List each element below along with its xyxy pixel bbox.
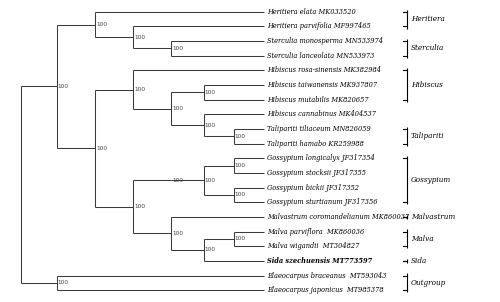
Text: Talipariti tiliaceum MN826059: Talipariti tiliaceum MN826059 xyxy=(268,125,371,133)
Text: 100: 100 xyxy=(205,247,216,252)
Text: 100: 100 xyxy=(134,204,145,209)
Text: 100: 100 xyxy=(205,90,216,95)
Text: Heritiera elata MK033520: Heritiera elata MK033520 xyxy=(268,8,356,16)
Text: 100: 100 xyxy=(235,236,246,241)
Text: 100: 100 xyxy=(235,163,246,168)
Text: Sterculia lanceolata MN533973: Sterculia lanceolata MN533973 xyxy=(268,52,375,60)
Text: Heritiera: Heritiera xyxy=(411,15,445,23)
Text: 100: 100 xyxy=(172,106,184,111)
Text: Outgroup: Outgroup xyxy=(411,279,446,287)
Text: Gossypium stocksii JF317355: Gossypium stocksii JF317355 xyxy=(268,169,366,177)
Text: 100: 100 xyxy=(172,231,184,236)
Text: Sida: Sida xyxy=(411,257,428,265)
Text: Sida szechuensis MT773597: Sida szechuensis MT773597 xyxy=(268,257,372,265)
Text: Hibiscus mutabilis MK820657: Hibiscus mutabilis MK820657 xyxy=(268,96,369,104)
Text: Malva wigandii  MT304827: Malva wigandii MT304827 xyxy=(268,242,360,250)
Text: 100: 100 xyxy=(96,22,107,27)
Text: Hibiscus rosa-sinensis MK382984: Hibiscus rosa-sinensis MK382984 xyxy=(268,66,382,74)
Text: Malvastrum coromandelianum MK860037: Malvastrum coromandelianum MK860037 xyxy=(268,213,410,221)
Text: Hibiscus cannabinus MK404537: Hibiscus cannabinus MK404537 xyxy=(268,110,376,118)
Text: Sterculia monosperma MN533974: Sterculia monosperma MN533974 xyxy=(268,37,384,45)
Text: 100: 100 xyxy=(58,280,69,285)
Text: Malvastrum: Malvastrum xyxy=(411,213,456,221)
Text: 100: 100 xyxy=(134,35,145,40)
Text: Gossypium sturtianum JF317356: Gossypium sturtianum JF317356 xyxy=(268,198,378,206)
Text: 100: 100 xyxy=(96,146,107,151)
Text: Gossypium longicalyx JF317354: Gossypium longicalyx JF317354 xyxy=(268,154,375,162)
Text: 100: 100 xyxy=(235,192,246,198)
Text: 100: 100 xyxy=(205,178,216,183)
Text: Hibiscus taiwanensis MK937807: Hibiscus taiwanensis MK937807 xyxy=(268,81,378,89)
Text: Malva parviflora  MK860036: Malva parviflora MK860036 xyxy=(268,228,364,236)
Text: Gossypium: Gossypium xyxy=(411,176,452,184)
Text: 100: 100 xyxy=(134,87,145,92)
Text: 100: 100 xyxy=(172,178,184,183)
Text: Elaeocarpus japonicus  MT985378: Elaeocarpus japonicus MT985378 xyxy=(268,286,384,294)
Text: Heritiera parvifolia MF997465: Heritiera parvifolia MF997465 xyxy=(268,22,371,31)
Text: Talipariti: Talipariti xyxy=(411,132,445,140)
Text: Talipariti hamabo KR259988: Talipariti hamabo KR259988 xyxy=(268,140,364,148)
Text: Hibiscus: Hibiscus xyxy=(411,81,443,89)
Text: Elaeocarpus braceanus  MT593043: Elaeocarpus braceanus MT593043 xyxy=(268,271,387,280)
Text: 100: 100 xyxy=(235,134,246,139)
Text: 100: 100 xyxy=(205,123,216,128)
Text: Malva: Malva xyxy=(411,235,434,243)
Text: 100: 100 xyxy=(58,84,69,89)
Text: 100: 100 xyxy=(172,46,184,51)
Text: Sterculia: Sterculia xyxy=(411,44,444,53)
Text: Gossypium bickii JF317352: Gossypium bickii JF317352 xyxy=(268,184,360,192)
